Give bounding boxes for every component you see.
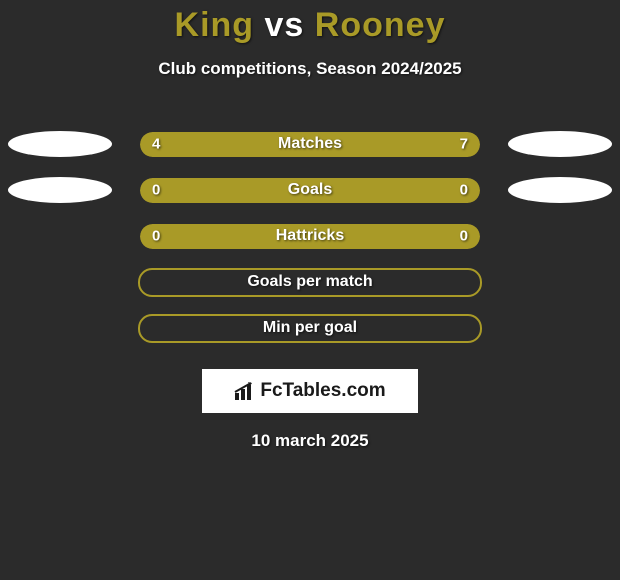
stat-row-matches: 4 7 Matches: [0, 121, 620, 167]
stat-row-hattricks: 0 0 Hattricks: [0, 213, 620, 259]
avatar-right: [508, 177, 612, 203]
stat-label: Hattricks: [276, 227, 344, 245]
stat-bar: Min per goal: [138, 314, 482, 343]
stat-bar: Goals per match: [138, 268, 482, 297]
stat-value-right: 0: [460, 182, 468, 199]
avatar-left: [8, 177, 112, 203]
stat-label: Min per goal: [263, 319, 357, 337]
stat-rows: 4 7 Matches 0 0 Goals 0 0 Hattricks Goals per mat…: [0, 121, 620, 351]
bars-icon: [234, 381, 256, 401]
stat-value-left: 4: [152, 136, 160, 153]
bar-fill-right: [310, 178, 480, 203]
stat-value-right: 0: [460, 228, 468, 245]
avatar-left: [8, 131, 112, 157]
stat-bar: 0 0 Goals: [140, 178, 480, 203]
comparison-card: King vs Rooney Club competitions, Season…: [0, 0, 620, 580]
brand-text: FcTables.com: [260, 380, 385, 402]
stat-value-left: 0: [152, 182, 160, 199]
avatar-right: [508, 131, 612, 157]
stat-row-mpg: Min per goal: [0, 305, 620, 351]
stat-label: Goals: [288, 181, 332, 199]
stat-row-gpm: Goals per match: [0, 259, 620, 305]
stat-bar: 0 0 Hattricks: [140, 224, 480, 249]
stat-row-goals: 0 0 Goals: [0, 167, 620, 213]
stat-label: Goals per match: [247, 273, 372, 291]
title-player1: King: [175, 6, 255, 44]
title-vs: vs: [265, 6, 305, 44]
logo-box: FcTables.com: [202, 369, 418, 413]
subtitle: Club competitions, Season 2024/2025: [0, 59, 620, 79]
brand-logo: FcTables.com: [234, 380, 385, 402]
stat-value-right: 7: [460, 136, 468, 153]
stat-value-left: 0: [152, 228, 160, 245]
stat-bar: 4 7 Matches: [140, 132, 480, 157]
date-text: 10 march 2025: [0, 431, 620, 451]
bar-fill-left: [140, 178, 310, 203]
stat-label: Matches: [278, 135, 342, 153]
title-player2: Rooney: [315, 6, 446, 44]
page-title: King vs Rooney: [0, 0, 620, 45]
